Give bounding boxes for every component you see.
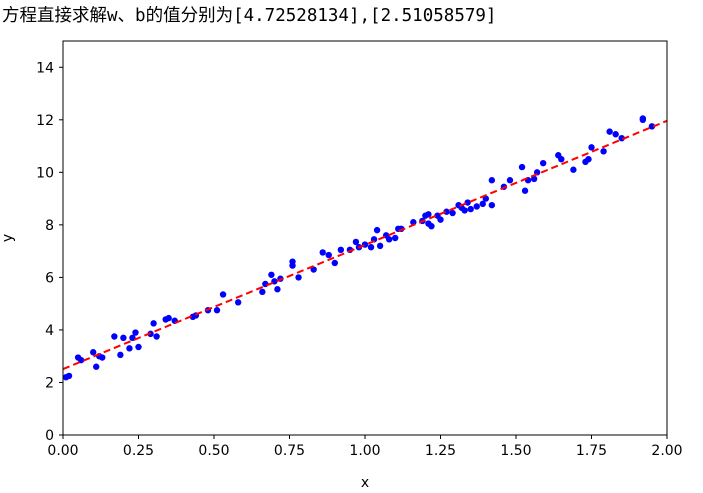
data-point xyxy=(331,259,338,267)
data-point xyxy=(234,299,242,306)
data-point xyxy=(539,159,547,167)
data-point xyxy=(612,131,619,138)
x-tick-label: 0.00 xyxy=(47,443,78,459)
data-point xyxy=(213,307,221,314)
data-point xyxy=(588,144,595,151)
y-tick-label: 0 xyxy=(45,428,54,444)
data-point xyxy=(530,175,538,183)
data-point xyxy=(274,286,281,293)
data-point xyxy=(352,238,360,246)
data-point xyxy=(259,288,266,296)
data-point xyxy=(606,128,613,135)
data-point xyxy=(464,199,471,206)
y-tick-label: 10 xyxy=(36,165,54,181)
data-point xyxy=(126,345,133,352)
data-point xyxy=(310,266,317,273)
data-point xyxy=(111,333,118,340)
x-tick-label: 0.25 xyxy=(123,443,154,459)
data-point xyxy=(479,200,486,208)
data-point xyxy=(648,123,656,130)
data-point xyxy=(132,329,139,336)
data-point xyxy=(461,207,468,214)
y-tick-label: 4 xyxy=(45,323,54,339)
data-point xyxy=(319,249,326,256)
data-point xyxy=(428,222,435,230)
data-point xyxy=(93,363,100,370)
data-point xyxy=(120,334,127,342)
data-point xyxy=(150,320,157,327)
data-point xyxy=(165,314,172,322)
y-tick-label: 8 xyxy=(45,218,54,234)
data-point xyxy=(506,177,514,184)
data-point xyxy=(392,234,399,242)
data-point xyxy=(425,211,432,218)
data-point xyxy=(268,271,275,278)
x-tick-label: 2.00 xyxy=(651,443,682,459)
x-tick-label: 1.50 xyxy=(500,443,531,459)
data-point xyxy=(289,258,296,265)
data-point xyxy=(639,116,647,124)
x-tick-label: 0.50 xyxy=(198,443,229,459)
x-tick-label: 0.75 xyxy=(274,443,305,459)
y-axis-ticks: 0 2 4 6 8 10 12 14 xyxy=(36,60,63,444)
x-axis-ticks: 0.00 0.25 0.50 0.75 1.00 1.25 1.50 1.75 2.00 xyxy=(47,435,683,459)
output-text: 方程直接求解w、b的值分别为[4.72528134],[2.51058579] xyxy=(2,6,497,26)
data-point xyxy=(385,236,393,243)
data-point xyxy=(295,274,302,281)
data-point xyxy=(558,156,565,163)
data-point xyxy=(521,187,529,194)
y-tick-label: 6 xyxy=(45,270,54,286)
data-points xyxy=(62,115,656,381)
x-tick-label: 1.00 xyxy=(349,443,380,459)
data-point xyxy=(65,372,73,380)
data-point xyxy=(219,291,227,298)
fit-line-layer xyxy=(62,119,668,370)
plot-frame xyxy=(62,40,668,436)
y-tick-label: 2 xyxy=(45,375,54,391)
data-point xyxy=(337,246,345,254)
data-point xyxy=(376,242,384,250)
data-point xyxy=(99,354,106,361)
data-point xyxy=(443,208,450,215)
data-point xyxy=(437,216,444,223)
data-point xyxy=(153,333,160,340)
data-point xyxy=(518,163,526,171)
data-point xyxy=(585,156,592,163)
data-point xyxy=(570,166,577,173)
data-point xyxy=(449,209,456,217)
y-tick-label: 14 xyxy=(36,60,54,76)
fit-line xyxy=(62,119,668,370)
data-point xyxy=(135,343,142,351)
x-tick-label: 1.25 xyxy=(425,443,456,459)
y-tick-label: 12 xyxy=(36,113,54,129)
data-point xyxy=(488,201,496,209)
data-point xyxy=(600,148,607,155)
data-point xyxy=(488,177,496,184)
x-tick-label: 1.75 xyxy=(576,443,607,459)
x-axis-label: x xyxy=(361,475,369,491)
y-axis-label: y xyxy=(0,234,16,242)
data-point xyxy=(473,203,480,210)
data-point xyxy=(373,226,381,234)
data-point xyxy=(117,351,124,359)
data-point xyxy=(467,205,474,213)
data-point xyxy=(325,251,332,259)
data-point xyxy=(367,243,375,251)
data-point xyxy=(90,349,97,356)
data-point xyxy=(129,334,136,342)
data-point xyxy=(77,356,85,364)
